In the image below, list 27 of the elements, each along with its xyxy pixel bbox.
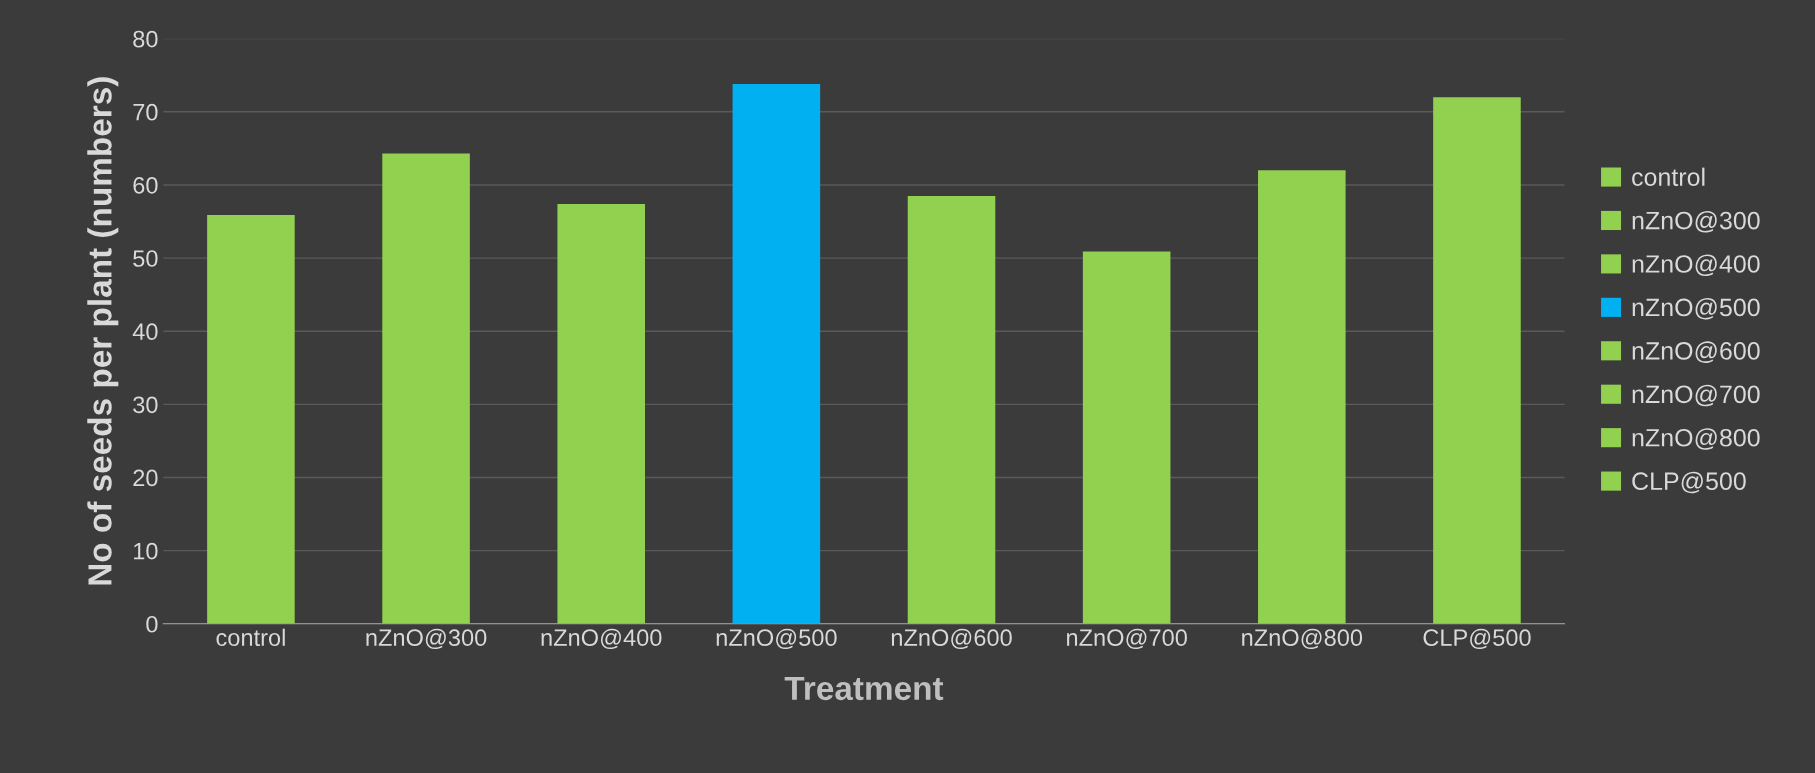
legend-label: control	[1632, 167, 1705, 186]
y-tick-label: 40	[132, 323, 158, 341]
x-axis-title: Treatment	[784, 676, 944, 701]
legend-label: nZnO@300	[1632, 211, 1760, 233]
x-tick-label: nZnO@600	[891, 628, 1012, 650]
x-tick-label: control	[216, 628, 285, 647]
y-tick-label: 0	[146, 615, 158, 633]
y-tick-label: 80	[133, 30, 158, 48]
x-tick-label: nZnO@300	[366, 628, 487, 650]
x-tick-label: CLP@500	[1423, 628, 1531, 650]
y-tick-label: 60	[133, 177, 158, 194]
legend-label: nZnO@600	[1632, 341, 1760, 363]
y-tick-label: 10	[134, 542, 158, 560]
x-tick-label: nZnO@800	[1242, 628, 1363, 650]
legend-label: CLP@500	[1632, 471, 1746, 494]
y-tick-label: 20	[133, 469, 158, 487]
x-tick-label: nZnO@400	[541, 628, 662, 650]
legend-label: nZnO@800	[1632, 428, 1760, 450]
x-tick-label: nZnO@500	[716, 628, 837, 650]
x-tick-label: nZnO@700	[1067, 628, 1187, 650]
y-tick-label: 70	[133, 103, 158, 121]
legend-label: nZnO@700	[1632, 384, 1760, 407]
legend-label: nZnO@500	[1632, 297, 1760, 320]
y-tick-label: 50	[133, 250, 158, 267]
legend-label: nZnO@400	[1632, 254, 1760, 277]
y-axis-title: No of seeds per plant (numbers)	[87, 77, 119, 585]
y-tick-label: 30	[133, 396, 158, 414]
